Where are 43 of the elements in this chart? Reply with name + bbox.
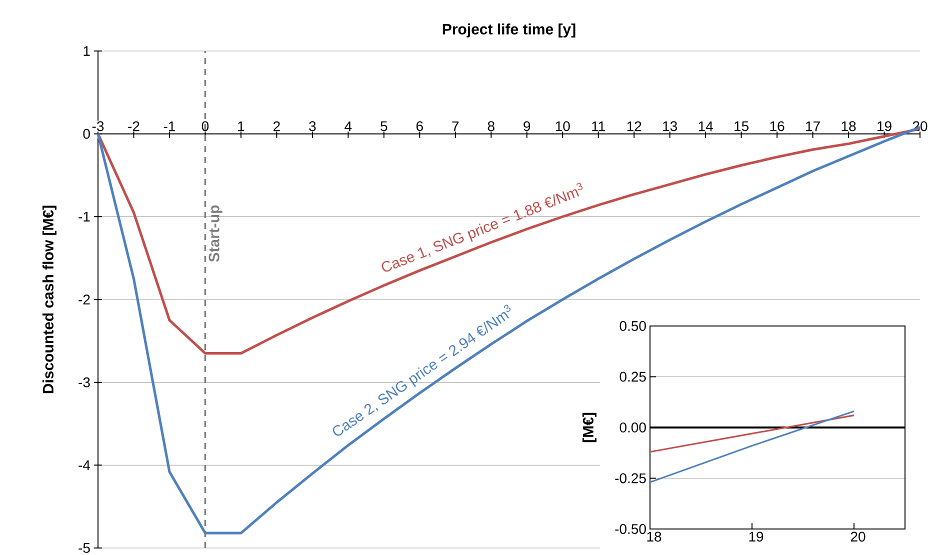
y-tick-label: -0.25 <box>615 473 646 484</box>
y-tick-label: -0.50 <box>615 524 646 534</box>
x-tick-label: 16 <box>770 121 784 132</box>
y-tick-label: 1 <box>84 46 90 56</box>
y-tick-label: -5 <box>78 543 90 553</box>
x-tick-label: 13 <box>663 121 677 132</box>
x-tick-label: 1 <box>238 122 244 132</box>
x-tick-label: 11 <box>592 122 605 132</box>
x-tick-label: 7 <box>452 122 459 132</box>
y-tick-label: -1 <box>78 212 90 222</box>
x-tick-label: 19 <box>878 121 892 132</box>
text: Case 1, SNG price = 1.88 €/Nm$^{3}$ <box>382 182 583 272</box>
y-tick-label: -3 <box>78 377 90 388</box>
x-axis-title: Project life time [y] <box>442 23 576 38</box>
x-tick-label: -1 <box>164 122 176 132</box>
x-tick-label: 0 <box>202 121 209 132</box>
y-tick-label: 0 <box>83 128 90 139</box>
x-tick-label: 15 <box>734 121 749 132</box>
x-tick-label: 18 <box>647 532 662 542</box>
ref-line-label: Start-up <box>208 205 222 262</box>
y-axis-title: Discounted cash flow [M€] <box>42 206 56 394</box>
y-tick-label: 0.50 <box>620 321 646 331</box>
x-tick-label: 14 <box>698 122 713 132</box>
y-tick-label: 0.00 <box>620 422 646 432</box>
x-tick-label: 3 <box>309 121 316 132</box>
x-tick-label: 19 <box>749 532 764 542</box>
x-tick-label: 10 <box>556 121 570 132</box>
y-tick-label: -4 <box>78 460 90 470</box>
x-tick-label: 6 <box>416 121 423 132</box>
x-tick-label: -3 <box>92 121 104 132</box>
x-tick-label: 2 <box>274 121 280 132</box>
x-tick-label: -2 <box>128 121 140 132</box>
x-tick-label: 18 <box>842 121 856 132</box>
x-tick-label: 8 <box>488 121 494 132</box>
y-axis-title: [M€] <box>582 412 596 442</box>
x-tick-label: 20 <box>850 532 866 542</box>
x-tick-label: 9 <box>524 121 530 132</box>
y-tick-label: 0.25 <box>620 372 646 382</box>
x-tick-label: 17 <box>806 122 820 132</box>
x-tick-label: 4 <box>344 122 352 132</box>
x-tick-label: 5 <box>380 121 388 132</box>
x-tick-label: 12 <box>627 121 642 132</box>
y-tick-label: -2 <box>78 294 90 304</box>
